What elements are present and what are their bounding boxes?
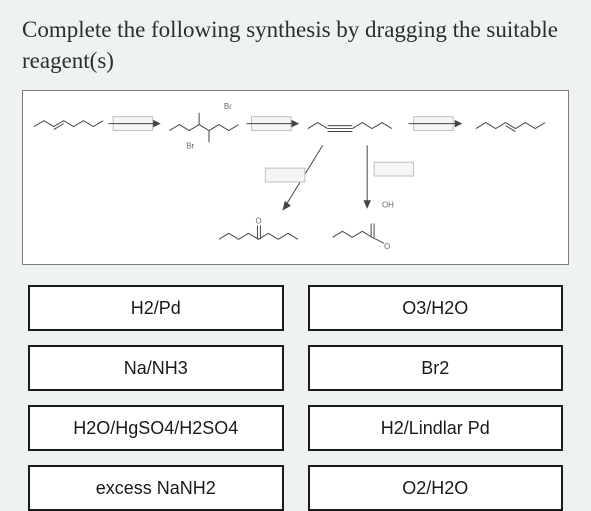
reagent-excess-nanh2[interactable]: excess NaNH2 bbox=[28, 465, 284, 511]
structure-alkene-start bbox=[34, 121, 103, 130]
label-ketone-o: O bbox=[255, 217, 261, 226]
structure-alkyne bbox=[308, 123, 392, 132]
label-acid-o: O bbox=[384, 242, 390, 251]
reagent-o3-h2o[interactable]: O3/H2O bbox=[308, 285, 564, 331]
structure-alkene-product bbox=[476, 123, 545, 132]
reagent-h2-pd[interactable]: H2/Pd bbox=[28, 285, 284, 331]
drop-zone-4[interactable] bbox=[265, 168, 305, 182]
reagent-na-nh3[interactable]: Na/NH3 bbox=[28, 345, 284, 391]
synthesis-diagram[interactable]: Br Br bbox=[22, 90, 569, 265]
label-acid-oh: OH bbox=[382, 201, 394, 210]
synthesis-svg: Br Br bbox=[23, 91, 568, 264]
structure-dibromide bbox=[169, 113, 238, 143]
question-prompt: Complete the following synthesis by drag… bbox=[22, 14, 569, 76]
reagent-h2-lindlar[interactable]: H2/Lindlar Pd bbox=[308, 405, 564, 451]
structure-acid bbox=[333, 224, 384, 244]
reagent-bank: H2/Pd O3/H2O Na/NH3 Br2 H2O/HgSO4/H2SO4 … bbox=[22, 285, 569, 511]
reagent-br2[interactable]: Br2 bbox=[308, 345, 564, 391]
structure-ketone bbox=[219, 226, 298, 240]
label-br-bottom: Br bbox=[186, 141, 194, 150]
drop-zone-5[interactable] bbox=[374, 162, 414, 176]
reagent-o2-h2o[interactable]: O2/H2O bbox=[308, 465, 564, 511]
reagent-h2o-hgso4[interactable]: H2O/HgSO4/H2SO4 bbox=[28, 405, 284, 451]
arrow-down-right bbox=[364, 145, 370, 207]
label-br-top: Br bbox=[224, 102, 232, 111]
